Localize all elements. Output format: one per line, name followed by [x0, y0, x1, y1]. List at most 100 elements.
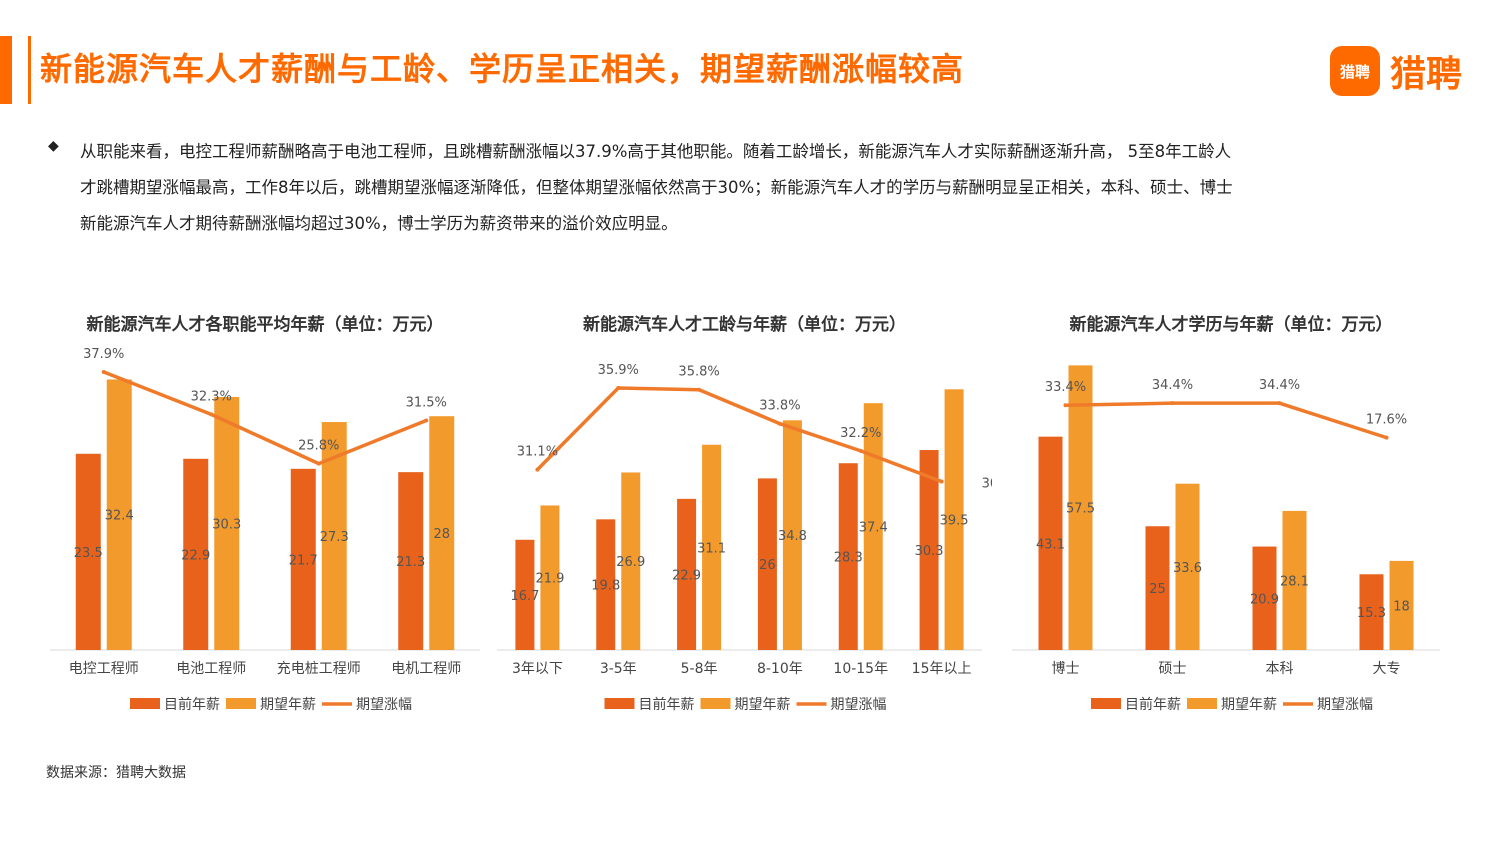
series-line-expected-growth	[1065, 401, 1388, 440]
summary-line: 新能源汽车人才期待薪酬涨幅均超过30%，博士学历为薪资带来的溢价效应明显。	[80, 214, 678, 233]
bar-current-salary	[290, 468, 316, 650]
title-accent-line	[28, 36, 31, 104]
bar-value-label: 21.9	[535, 572, 564, 587]
bar-value-label: 26	[759, 558, 776, 573]
bar-value-label: 31.1	[697, 541, 726, 556]
category-label: 充电桩工程师	[277, 660, 361, 677]
bar-value-label: 18	[1393, 599, 1410, 614]
chart-title: 新能源汽车人才工龄与年薪（单位：万元）	[583, 315, 906, 335]
bar-value-label: 27.3	[320, 530, 349, 545]
liepin-logo: 猎聘 猎聘	[1330, 45, 1462, 97]
bar-current-salary	[596, 519, 616, 650]
bar-value-label: 22.9	[672, 568, 701, 583]
bar-current-salary	[677, 498, 697, 650]
chart-svg: 16.7 21.9 3年以下 19.8 26.9 3-5年 22.9 31.1 5-8年 2634…	[497, 363, 1023, 713]
legend-label: 期望年薪	[260, 697, 316, 713]
category-label: 本科	[1266, 661, 1294, 677]
bar-value-label: 20.9	[1250, 592, 1279, 607]
bar-current-salary	[183, 458, 209, 650]
bar-value-label: 28.1	[1280, 574, 1309, 589]
logo-icon: 猎聘	[1330, 46, 1380, 96]
bar-value-label: 23.5	[74, 546, 103, 561]
line-point	[1277, 401, 1282, 406]
line-point	[697, 387, 702, 392]
line-value-label: 33.8%	[759, 399, 800, 414]
line-value-label: 25.8%	[298, 439, 339, 454]
category-label: 博士	[1052, 660, 1080, 677]
bar-value-label: 15.3	[1357, 606, 1386, 621]
legend-swatch	[604, 698, 635, 709]
chart-experience-salary: 新能源汽车人才工龄与年薪（单位：万元） 16.7 21.9 3年以下 19.8 26.9…	[497, 300, 1023, 730]
legend-label: 目前年薪	[1125, 696, 1181, 713]
category-label: 电池工程师	[176, 661, 246, 677]
legend-label: 期望涨幅	[1317, 697, 1373, 713]
chart-svg: 23.5 32.4 电控工程师 22.9 30.3 电池工程师 21.727.3 充电桩工程师…	[50, 347, 480, 713]
bar-expected-salary	[1068, 365, 1093, 650]
bar-value-label: 21.7	[289, 553, 318, 568]
bar-current-salary	[75, 453, 101, 650]
category-label: 电控工程师	[69, 661, 139, 677]
line-point	[939, 479, 944, 484]
title-accent-bar	[0, 36, 12, 104]
bar-value-label: 26.9	[616, 555, 645, 570]
bar-expected-salary	[1175, 483, 1200, 650]
legend-label: 目前年薪	[164, 696, 220, 713]
bar-current-salary	[919, 450, 939, 650]
bar-expected-salary	[540, 505, 560, 650]
line-point	[424, 418, 429, 423]
category-label: 3-5年	[600, 661, 637, 677]
category-label: 大专	[1373, 661, 1401, 677]
line-value-label: 30.4%	[982, 477, 992, 492]
bar-value-label: 28	[433, 527, 450, 542]
legend-swatch	[700, 698, 731, 709]
line-point	[1063, 403, 1068, 408]
bar-value-label: 30.3	[212, 517, 241, 532]
category-label: 15年以上	[912, 661, 972, 677]
bar-current-salary	[1359, 574, 1384, 650]
line-value-label: 33.4%	[1045, 380, 1086, 395]
bar-value-label: 22.9	[181, 548, 210, 563]
category-label: 10-15年	[833, 661, 888, 677]
bar-expected-salary	[214, 396, 240, 650]
line-value-label: 17.6%	[1366, 413, 1407, 428]
bar-expected-salary	[702, 444, 722, 650]
legend-label: 目前年薪	[639, 696, 695, 713]
summary-line: 才跳槽期望涨幅最高，工作8年以后，跳槽期望涨幅逐渐降低，但整体期望涨幅依然高于3…	[80, 178, 1233, 197]
legend-label: 期望年薪	[1221, 697, 1277, 713]
bar-expected-salary	[106, 379, 132, 650]
bar-value-label: 28.3	[834, 551, 863, 566]
line-point	[858, 448, 863, 453]
bar-value-label: 57.5	[1066, 502, 1095, 517]
bar-value-label: 25	[1149, 582, 1166, 597]
bar-value-label: 16.7	[510, 589, 539, 604]
bar-expected-salary	[621, 472, 641, 650]
chart-title: 新能源汽车人才各职能平均年薪（单位：万元）	[86, 315, 444, 335]
line-point	[616, 386, 621, 390]
line-point	[1170, 401, 1175, 406]
series-line-expected-growth	[536, 386, 943, 484]
page-title: 新能源汽车人才薪酬与工龄、学历呈正相关，期望薪酬涨幅较高	[40, 50, 965, 88]
line-point	[1384, 435, 1389, 440]
bar-value-label: 30.3	[915, 544, 944, 559]
line-value-label: 37.9%	[83, 347, 124, 362]
legend-swatch	[1091, 698, 1121, 709]
bar-expected-salary	[863, 403, 883, 650]
line-point	[316, 461, 321, 466]
legend-swatch	[226, 698, 256, 709]
bar-value-label: 19.8	[591, 579, 620, 594]
line-point	[777, 421, 782, 426]
chart-title: 新能源汽车人才学历与年薪（单位：万元）	[1069, 315, 1393, 335]
line-value-label: 32.3%	[191, 389, 232, 404]
summary-text: 从职能来看，电控工程师薪酬略高于电池工程师，且跳槽薪酬涨幅以37.9%高于其他职…	[80, 134, 1410, 242]
logo-text: 猎聘	[1390, 54, 1463, 95]
chart-svg: 43.1 57.5 博士 25 33.6 硕士 20.928.1 本科 15.3 18 大专 33.4…	[1012, 365, 1440, 713]
bar-value-label: 21.3	[396, 555, 425, 570]
category-label: 硕士	[1159, 661, 1187, 677]
summary-line: 从职能来看，电控工程师薪酬略高于电池工程师，且跳槽薪酬涨幅以37.9%高于其他职…	[80, 142, 1232, 161]
bar-current-salary	[1145, 526, 1170, 650]
bar-expected-salary	[944, 389, 964, 650]
bar-expected-salary	[1389, 560, 1414, 650]
line-point	[535, 467, 540, 472]
bar-value-label: 32.4	[105, 509, 134, 524]
bar-expected-salary	[429, 416, 455, 650]
